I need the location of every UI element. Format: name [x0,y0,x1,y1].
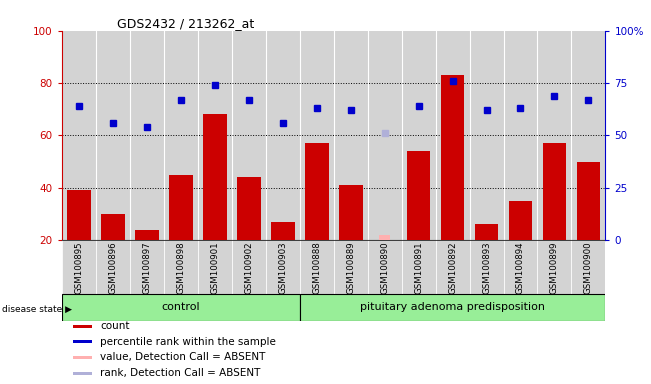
Text: GSM100895: GSM100895 [74,242,83,294]
Text: GSM100899: GSM100899 [550,242,559,294]
Bar [299,294,605,321]
Bar [542,143,566,240]
Bar [73,340,92,343]
Bar [271,222,294,240]
Text: GSM100900: GSM100900 [584,242,593,294]
Bar [339,185,363,240]
Bar [436,240,469,294]
Bar [368,31,402,240]
Text: GSM100902: GSM100902 [244,242,253,294]
Bar [333,31,368,240]
Bar [407,151,430,240]
Bar [62,31,96,240]
Text: GSM100898: GSM100898 [176,242,186,294]
Bar [299,31,333,240]
Bar [305,143,329,240]
Text: GSM100890: GSM100890 [380,242,389,294]
Bar [67,190,90,240]
Bar [164,31,198,240]
Text: GSM100891: GSM100891 [414,242,423,294]
Text: GSM100893: GSM100893 [482,242,491,294]
Bar [130,240,164,294]
Bar [237,177,260,240]
Bar [198,240,232,294]
Text: count: count [100,321,130,331]
Bar [380,235,390,240]
Bar [73,356,92,359]
Text: GSM100903: GSM100903 [278,242,287,294]
Bar [503,31,538,240]
Text: percentile rank within the sample: percentile rank within the sample [100,336,276,346]
Bar [538,31,572,240]
Bar [203,114,227,240]
Bar [441,75,464,240]
Text: GSM100888: GSM100888 [312,242,321,295]
Bar [96,240,130,294]
Bar [572,31,605,240]
Bar [266,31,299,240]
Bar [402,240,436,294]
Bar [503,240,538,294]
Bar [164,240,198,294]
Bar [62,294,299,321]
Text: GSM100896: GSM100896 [108,242,117,294]
Bar [299,240,333,294]
Bar [266,240,299,294]
Text: GSM100894: GSM100894 [516,242,525,294]
Bar [572,240,605,294]
Bar [73,372,92,375]
Bar [232,240,266,294]
Bar [469,31,503,240]
Text: control: control [161,302,200,312]
Bar [62,240,96,294]
Text: GSM100889: GSM100889 [346,242,355,294]
Bar [198,31,232,240]
Bar [333,240,368,294]
Text: GSM100892: GSM100892 [448,242,457,294]
Bar [368,240,402,294]
Bar [436,31,469,240]
Bar [538,240,572,294]
Bar [232,31,266,240]
Bar [402,31,436,240]
Bar [130,31,164,240]
Text: rank, Detection Call = ABSENT: rank, Detection Call = ABSENT [100,368,260,378]
Text: GDS2432 / 213262_at: GDS2432 / 213262_at [117,17,255,30]
Text: disease state ▶: disease state ▶ [2,305,72,314]
Bar [96,31,130,240]
Text: value, Detection Call = ABSENT: value, Detection Call = ABSENT [100,353,266,362]
Bar [73,324,92,328]
Bar [169,175,193,240]
Bar [577,162,600,240]
Bar [475,224,499,240]
Text: GSM100901: GSM100901 [210,242,219,294]
Text: pituitary adenoma predisposition: pituitary adenoma predisposition [360,302,545,312]
Bar [101,214,125,240]
Text: GSM100897: GSM100897 [143,242,151,294]
Bar [135,230,159,240]
Bar [469,240,503,294]
Bar [508,201,533,240]
